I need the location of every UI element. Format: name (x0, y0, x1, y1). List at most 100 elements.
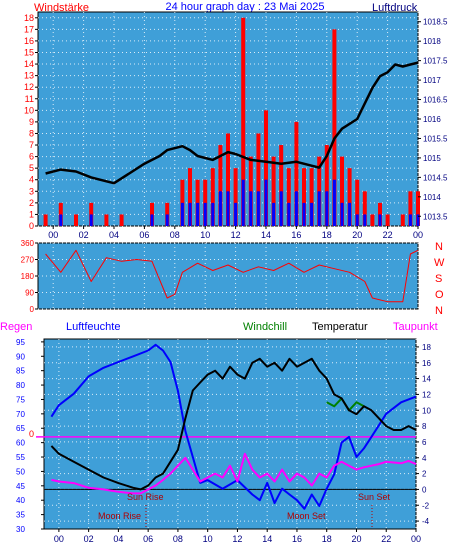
moon-rise-label: Moon Rise (98, 511, 141, 521)
wind-avg-bar (234, 202, 238, 226)
wind-pressure-axes: 01234567891011121314151617181013.5101410… (24, 13, 448, 240)
wind-gust-bar (400, 214, 405, 226)
wind-direction-line (45, 249, 419, 303)
humidity-tick-label: 60 (16, 439, 25, 448)
wind-avg-bar (218, 191, 222, 226)
pressure-tick-label: 1014 (423, 193, 441, 202)
temperature-tick-label: 16 (422, 359, 431, 368)
pressure-tick-label: 1016.5 (423, 96, 448, 105)
wind-gust-bar (340, 156, 344, 226)
dewpoint-label: Taupunkt (393, 321, 438, 333)
pressure-tick-label: 1017.5 (423, 57, 448, 66)
wind-avg-bar (211, 202, 215, 226)
x-tick-label: 22 (383, 230, 393, 240)
wind-avg-bar (408, 214, 412, 226)
wind-pressure-grid (38, 12, 419, 227)
temperature-tick-label: 0 (422, 485, 427, 494)
pressure-line (45, 61, 419, 185)
humidity-label: Luftfeuchte (66, 321, 120, 333)
wind-direction-axes: 0 90 180 270 360 (21, 239, 38, 314)
wind-avg-bar (249, 191, 253, 226)
wind-tick-label: 17 (24, 24, 34, 34)
humidity-temperature-axes: 3035404550556065707580859095-4-202468101… (16, 338, 431, 544)
wind-avg-bar (188, 202, 192, 226)
wind-avg-bar (241, 179, 245, 226)
wind-avg-bar (378, 214, 382, 226)
wind-gust-bar (385, 214, 390, 226)
pressure-tick-label: 1015.5 (423, 134, 448, 143)
pressure-tick-label: 1016 (423, 115, 441, 124)
wind-tick-label: 3 (29, 186, 34, 196)
humidity-tick-label: 75 (16, 395, 25, 404)
wind-tick-label: 15 (24, 47, 34, 57)
dewpoint-line (51, 452, 417, 495)
wind-tick-label: 11 (25, 94, 34, 104)
wind-gust-bar (74, 214, 78, 226)
humidity-temperature-series (50, 343, 417, 510)
wind-avg-bar (89, 214, 93, 226)
humidity-tick-label: 50 (16, 467, 25, 476)
wind-gust-bar (241, 17, 246, 226)
humidity-tick-label: 95 (16, 338, 25, 347)
compass-label-n-top: N (435, 241, 443, 253)
wind-avg-bar (279, 191, 283, 226)
temperature-tick-label: 6 (422, 438, 427, 447)
temperature-line (50, 357, 417, 491)
x-tick-label: 00 (54, 534, 64, 544)
pressure-axis-title: Luftdruck (372, 2, 418, 14)
wind-pressure-series (43, 17, 420, 227)
humidity-tick-label: 85 (16, 367, 25, 376)
temperature-tick-label: 8 (422, 422, 427, 431)
wind-tick-label: 6 (29, 152, 34, 162)
rain-label: Regen (0, 321, 32, 333)
wind-tick-label: 8 (29, 128, 34, 138)
wind-avg-bar (302, 202, 306, 226)
humidity-temperature-plot-area (43, 338, 417, 530)
wind-gust-bar (279, 145, 284, 226)
x-tick-label: 06 (143, 534, 153, 544)
wind-gust-bar (233, 168, 238, 226)
wind-avg-bar (256, 191, 260, 226)
x-tick-label: 04 (109, 230, 119, 240)
x-tick-label: 00 (48, 230, 58, 240)
direction-tick-label: 90 (25, 289, 34, 298)
wind-tick-label: 13 (24, 71, 34, 81)
wind-avg-bar (203, 202, 207, 226)
wind-gust-bar (119, 214, 124, 226)
wind-avg-bar (317, 191, 321, 226)
wind-avg-bar (310, 202, 314, 226)
wind-tick-label: 4 (29, 175, 34, 185)
wind-avg-bar (363, 214, 367, 226)
wind-gust-bar (362, 191, 367, 226)
x-tick-label: 12 (232, 534, 242, 544)
x-tick-label: 08 (173, 534, 183, 544)
pressure-tick-label: 1017 (423, 76, 441, 85)
wind-avg-bar (348, 202, 352, 226)
wind-gust-bar (43, 214, 48, 226)
wind-gust-bar (347, 168, 352, 226)
x-tick-label: 14 (261, 230, 271, 240)
direction-tick-label: 360 (21, 239, 35, 248)
wind-avg-bar (180, 202, 184, 226)
temperature-tick-label: 2 (422, 470, 427, 479)
wind-tick-label: 9 (29, 117, 34, 127)
wind-gust-bar (416, 191, 420, 226)
humidity-tick-label: 70 (16, 410, 25, 419)
wind-gust-bar (218, 145, 223, 226)
wind-tick-label: 5 (29, 163, 34, 173)
temperature-tick-label: 12 (422, 390, 431, 399)
wind-gust-bar (309, 168, 314, 226)
wind-gust-bar (286, 168, 291, 226)
humidity-tick-label: 55 (16, 453, 25, 462)
pressure-tick-label: 1013.5 (423, 212, 448, 221)
temperature-tick-label: 10 (422, 406, 431, 415)
x-tick-label: 20 (352, 230, 362, 240)
wind-avg-bar (355, 214, 359, 226)
wind-avg-bar (287, 202, 291, 226)
humidity-tick-label: 35 (16, 511, 25, 520)
wind-avg-bar (196, 202, 200, 226)
compass-label-s: S (435, 273, 442, 285)
wind-gust-bar (370, 214, 375, 226)
x-tick-label: 14 (262, 534, 272, 544)
